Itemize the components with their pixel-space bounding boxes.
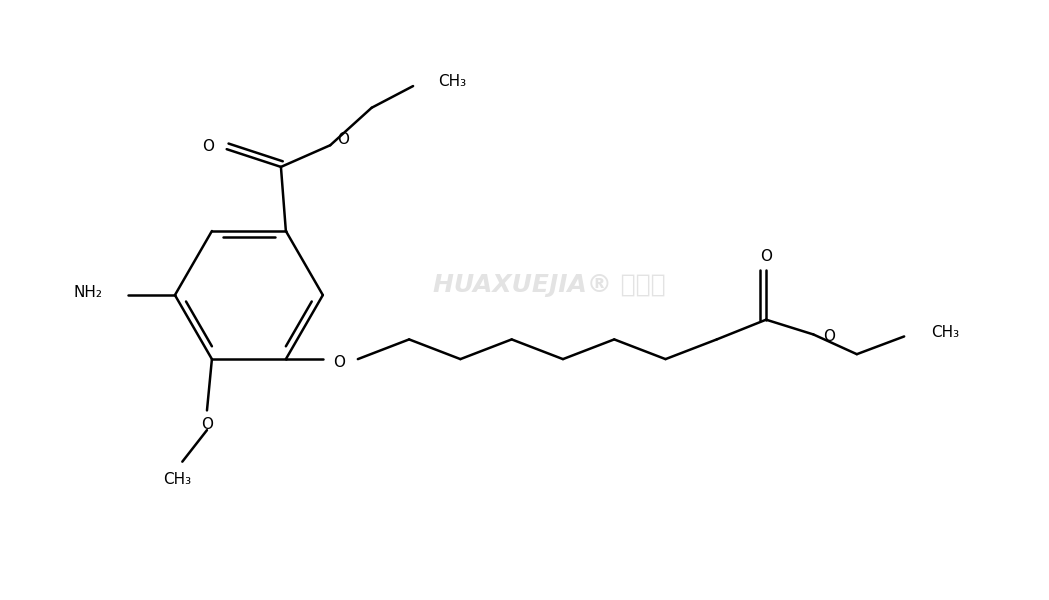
Text: O: O	[334, 355, 345, 370]
Text: NH₂: NH₂	[73, 284, 103, 299]
Text: O: O	[761, 249, 772, 264]
Text: O: O	[823, 329, 835, 344]
Text: O: O	[201, 139, 214, 154]
Text: CH₃: CH₃	[437, 74, 466, 89]
Text: CH₃: CH₃	[164, 472, 192, 487]
Text: HUAXUEJIA® 化学加: HUAXUEJIA® 化学加	[433, 273, 666, 297]
Text: O: O	[337, 132, 349, 147]
Text: O: O	[201, 417, 213, 432]
Text: CH₃: CH₃	[930, 325, 959, 340]
